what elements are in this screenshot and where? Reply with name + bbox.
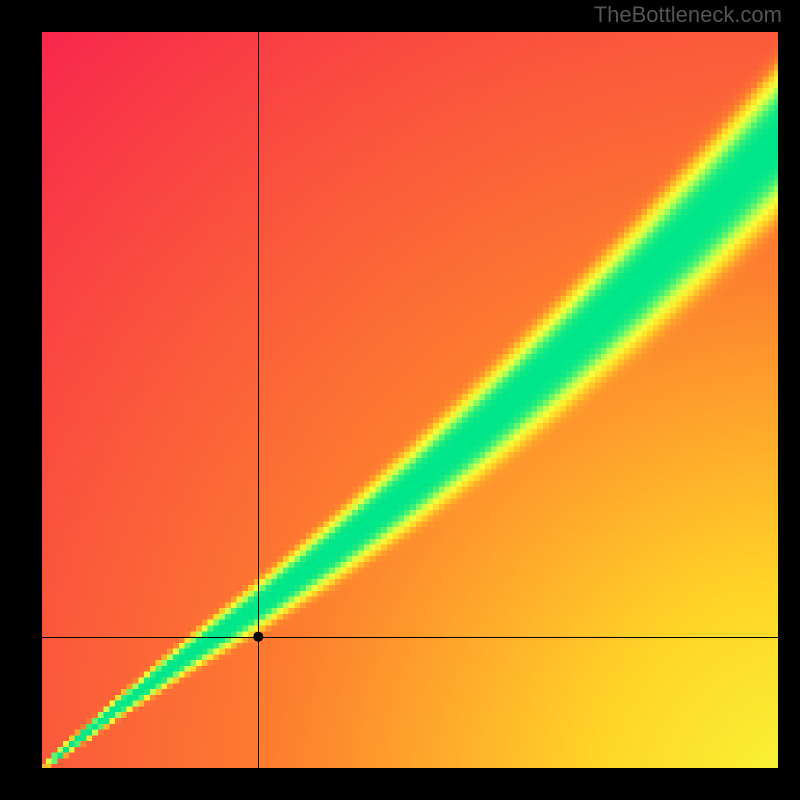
crosshair-overlay <box>40 30 780 770</box>
watermark-label: TheBottleneck.com <box>594 2 782 28</box>
